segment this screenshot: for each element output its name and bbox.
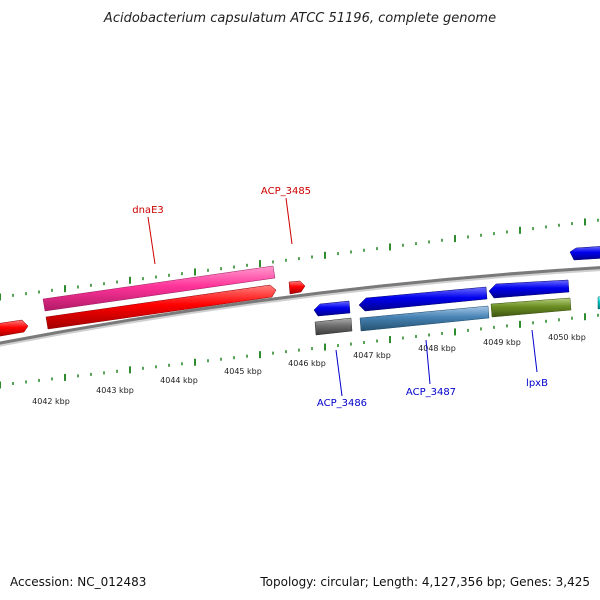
gene-dnaE3-feature[interactable] <box>42 265 276 312</box>
cds-lpxB-arrow[interactable] <box>488 279 570 299</box>
leader-line-lpxB <box>531 329 538 373</box>
scale-label: 4045 kbp <box>224 367 262 376</box>
scale-label: 4044 kbp <box>160 376 198 385</box>
scale-label: 4049 kbp <box>483 338 521 347</box>
scale-label: 4042 kbp <box>32 397 70 406</box>
scale-label: 4043 kbp <box>96 386 134 395</box>
scale-labels: 4042 kbp 4043 kbp 4044 kbp 4045 kbp 4046… <box>32 333 586 406</box>
leader-line-ACP_3485 <box>285 197 293 245</box>
leader-line-ACP_3487 <box>425 339 431 385</box>
accession-text: Accession: NC_012483 <box>10 575 146 589</box>
gene-ACP_3486-feature[interactable] <box>314 317 353 336</box>
map-title: Acidobacterium capsulatum ATCC 51196, co… <box>103 11 496 26</box>
backbone <box>0 266 600 345</box>
gene-label-lpxB[interactable]: lpxB <box>526 378 548 389</box>
leader-line-dnaE3 <box>147 216 156 265</box>
cds-previous-arrow[interactable] <box>0 319 29 337</box>
gene-label-ACP_3486[interactable]: ACP_3486 <box>317 398 367 409</box>
gene-label-ACP_3487[interactable]: ACP_3487 <box>406 387 456 398</box>
scale-label: 4048 kbp <box>418 344 456 353</box>
cds-next-arrow[interactable] <box>569 246 600 261</box>
outer-tick-ring <box>0 218 599 301</box>
gene-label-ACP_3485[interactable]: ACP_3485 <box>261 186 311 197</box>
gene-ACP_3487-feature[interactable] <box>359 305 490 332</box>
cds-ACP_3486-arrow[interactable] <box>313 300 351 317</box>
scale-label: 4046 kbp <box>288 359 326 368</box>
cds-ACP_3485-arrow[interactable] <box>288 280 306 295</box>
topology-text: Topology: circular; Length: 4,127,356 bp… <box>259 575 590 589</box>
gene-lpxB-feature[interactable] <box>490 297 572 318</box>
scale-label: 4047 kbp <box>353 351 391 360</box>
gene-label-dnaE3[interactable]: dnaE3 <box>132 205 164 216</box>
cds-dnaE3-arrow[interactable] <box>45 284 277 330</box>
inner-tick-ring <box>0 313 599 389</box>
cds-ACP_3487-arrow[interactable] <box>358 286 488 312</box>
scale-label: 4050 kbp <box>548 333 586 342</box>
leader-line-ACP_3486 <box>335 349 343 397</box>
